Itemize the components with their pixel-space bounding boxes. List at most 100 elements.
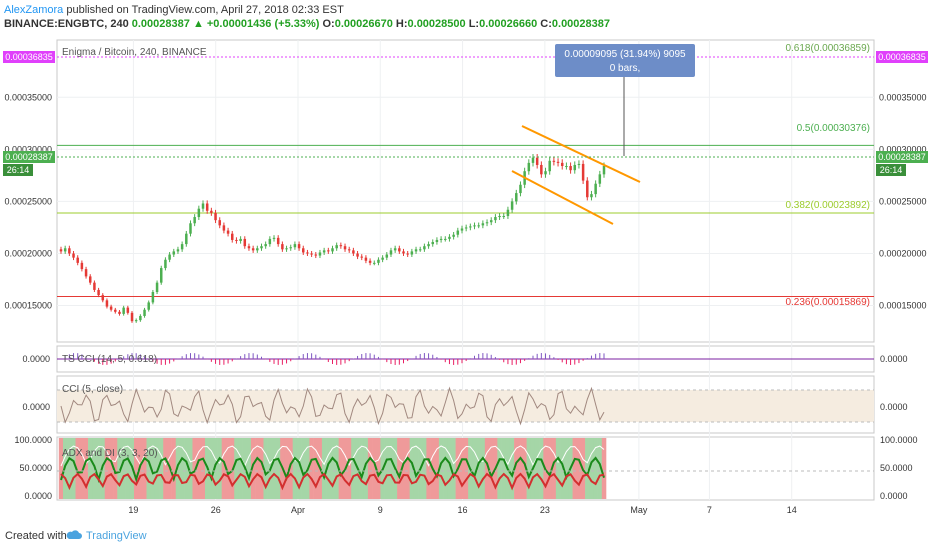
candle-body xyxy=(264,244,267,247)
adx-bg-bar xyxy=(276,438,281,499)
candle-body xyxy=(222,225,226,231)
candle-body xyxy=(519,184,522,194)
adx-bg-bar xyxy=(213,438,218,499)
candle-body xyxy=(439,238,443,240)
right-price-tag-text: 0.00028387 xyxy=(878,152,926,162)
adx-bg-bar xyxy=(196,438,202,499)
adx-bg-bar xyxy=(200,438,206,499)
candle-body xyxy=(552,160,556,162)
adx-bg-bar xyxy=(150,438,156,499)
candle-body xyxy=(385,254,389,258)
candle-body xyxy=(414,249,418,252)
cci-right-value: 0.0000 xyxy=(880,402,908,412)
adx-bg-bar xyxy=(58,438,64,499)
right-top-tag-text: 0.00036835 xyxy=(878,52,926,62)
adx-bg-bar xyxy=(367,438,373,499)
candle-body xyxy=(602,166,606,175)
adx-bg-bar xyxy=(405,438,410,499)
candle-body xyxy=(143,309,146,316)
candle-body xyxy=(494,217,497,221)
candles-group xyxy=(59,154,606,323)
adx-bg-bar xyxy=(413,438,419,499)
low-value: 0.00026660 xyxy=(479,18,538,30)
candle-body xyxy=(235,239,238,241)
tradingview-link[interactable]: TradingView xyxy=(86,530,147,542)
author-link[interactable]: AlexZamora xyxy=(4,4,64,16)
adx-bg-bar xyxy=(259,438,264,499)
adx-bg-bar xyxy=(250,438,256,499)
adx-bg-bar xyxy=(171,438,177,499)
candle-body xyxy=(565,166,568,168)
fib-618-label: 0.618(0.00036859) xyxy=(785,43,870,54)
price-change: ▲ +0.00001436 (+5.33%) xyxy=(192,18,320,30)
candle-body xyxy=(205,203,209,211)
adx-bg-bar xyxy=(163,438,168,499)
candle-body xyxy=(356,253,359,257)
candle-body xyxy=(214,212,217,221)
right-countdown-tag xyxy=(876,164,906,176)
adx-bg-bar xyxy=(117,438,122,499)
measure-line1: 0.00009095 (31.94%) 9095 xyxy=(564,49,686,60)
candle-body xyxy=(285,248,288,250)
candle-body xyxy=(448,236,451,239)
candle-body xyxy=(226,230,230,234)
adx-bg-bar xyxy=(459,438,465,499)
tsi-left-value: 0.0000 xyxy=(22,354,50,364)
x-tick-label: Apr xyxy=(291,505,305,515)
adx-bg-bar xyxy=(426,438,431,499)
adx-bg-bar xyxy=(125,438,131,499)
x-tick-label: 14 xyxy=(787,505,797,515)
candle-body xyxy=(272,237,276,239)
indicator-series xyxy=(57,353,874,499)
candle-body xyxy=(393,248,397,251)
high-label: H: xyxy=(395,18,408,30)
fib-236-label: 0.236(0.00015869) xyxy=(785,297,870,308)
candle-body xyxy=(268,238,272,245)
tradingview-cloud-icon xyxy=(66,528,82,540)
candle-body xyxy=(444,238,447,240)
adx-bg-bar xyxy=(589,438,594,499)
candle-body xyxy=(151,292,155,303)
x-tick-label: 9 xyxy=(378,505,383,515)
measure-box[interactable] xyxy=(555,44,695,77)
candle-body xyxy=(164,259,167,269)
adx-bg-bar xyxy=(221,438,227,499)
candle-body xyxy=(134,320,138,322)
close-label: C: xyxy=(540,18,552,30)
channel-upper-line[interactable] xyxy=(521,125,641,183)
candle-body xyxy=(343,246,347,250)
adx-bg-bar xyxy=(209,438,214,499)
candle-body xyxy=(239,238,242,241)
candle-body xyxy=(243,238,247,247)
adx-bg-bar xyxy=(334,438,339,499)
adx-bg-bar xyxy=(376,438,381,499)
tsi-title: TS CCI (14, 5, 0.618) xyxy=(62,354,157,365)
candle-body xyxy=(76,257,79,263)
candle-body xyxy=(535,157,539,165)
channel-lower-line[interactable] xyxy=(511,170,614,225)
adx-bg-bar xyxy=(409,438,415,499)
y-tick-left: 0.00025000 xyxy=(4,196,52,206)
y-tick-right: 0.00025000 xyxy=(879,196,927,206)
adx-bg-bar xyxy=(75,438,81,499)
right-price-tag xyxy=(876,151,928,163)
adx-bg-bar xyxy=(447,438,452,499)
candle-body xyxy=(293,244,297,248)
adx-bg-bar xyxy=(451,438,456,499)
candle-body xyxy=(373,262,376,264)
adx-bg-bar xyxy=(292,438,298,499)
candle-body xyxy=(586,180,589,198)
candle-body xyxy=(260,246,263,249)
adx-bg-bar xyxy=(501,438,507,499)
candle-body xyxy=(410,251,414,255)
chart-canvas[interactable]: 0.00035000 0.00035000 0.00030000 0.00030000… xyxy=(0,0,932,522)
candle-body xyxy=(481,223,485,226)
measure-line2: 0 bars, xyxy=(610,63,641,74)
adx-bg-bar xyxy=(443,438,448,499)
candle-body xyxy=(598,174,602,184)
fib-382-label: 0.382(0.00023892) xyxy=(785,200,870,211)
candle-body xyxy=(402,251,405,254)
adx-bg-bar xyxy=(284,438,289,499)
adx-bg-bar xyxy=(188,438,193,499)
candle-body xyxy=(318,252,322,256)
